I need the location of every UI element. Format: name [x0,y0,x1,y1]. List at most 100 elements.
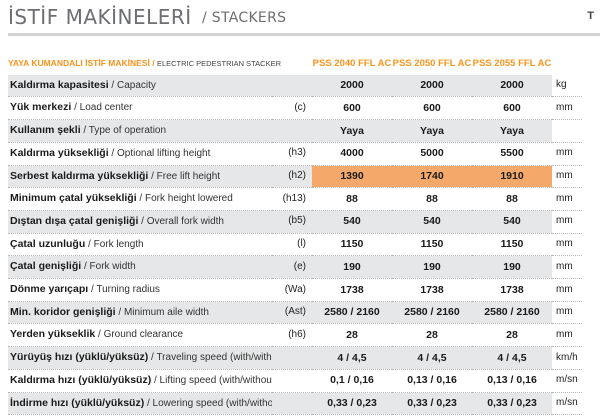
spec-value: 1738 [312,278,392,302]
spec-label-tr: Çatal uzunluğu [10,237,86,250]
spec-label: Serbest kaldırma yüksekliği / Free lift … [8,165,272,189]
spec-symbol [272,392,312,416]
spec-value: 2000 [312,74,392,98]
spec-value: 1910 [472,165,552,189]
spec-label-en-text: Type of operation [88,125,167,137]
page-subtitle-text: STACKERS [211,10,287,26]
spec-symbol [272,74,312,98]
spec-label-en-text: Lowering speed (with/without load) [152,397,272,409]
spec-label: Min. koridor genişliği / Minimum aile wi… [8,301,272,325]
spec-value: 0,1 / 0,16 [312,369,392,393]
spec-label: Çatal uzunluğu / Fork length [8,233,272,257]
table-row: Yürüyüş hızı (yüklü/yüksüz) / Traveling … [8,346,582,370]
spec-label-tr: Kaldırma kapasitesi [10,78,109,91]
spec-label-tr: Dıştan dışa çatal genişliği [10,214,139,227]
spec-unit: m/sn [552,369,582,393]
spec-value: 28 [392,323,472,348]
spec-label-tr: Kaldırma hızı (yüklü/yüksüz) [10,373,152,386]
spec-unit: kg [552,74,582,98]
spec-label-en: / Overall fork width [138,215,224,227]
spec-value: 1738 [472,278,552,302]
spec-label-en: / Capacity [108,79,156,91]
section-title-en: ELECTRIC PEDESTRIAN STACKER [156,59,281,68]
spec-value: 4 / 4,5 [472,346,552,370]
spec-value: 5000 [392,142,472,166]
spec-label-en-text: Overall fork width [146,215,224,227]
spec-label-tr: Min. koridor genişliği [10,305,116,318]
model-heading: PSS 2040 FFL AC [312,57,392,69]
spec-value: 5500 [472,142,552,166]
spec-label-en: / Turning radius [88,284,160,296]
page-title: İSTİF MAKİNELERİ [8,5,192,29]
spec-label: Kaldırma hızı (yüklü/yüksüz) / Lifting s… [8,369,272,393]
spec-symbol: (h2) [272,165,312,189]
spec-label: Yerden yükseklik / Ground clearance [8,323,272,348]
section-separator: / [149,58,157,68]
spec-unit: mm [552,210,582,234]
spec-value: 600 [472,96,552,121]
spec-label-en: / Minimum aile width [115,306,209,318]
spec-label-tr: Serbest kaldırma yüksekliği [10,169,149,182]
spec-label-tr: Yerden yükseklik [10,328,96,341]
spec-label: Minimum çatal yüksekliği / Fork height l… [8,187,272,211]
spec-label-en-text: Ground clearance [103,329,184,341]
spec-label-en-text: Fork length [93,238,144,250]
spec-value: 190 [392,255,472,280]
table-row: Çatal genişliği / Fork width (e) 190 190 190… [8,255,582,280]
spec-label-tr: Yük merkezi [10,101,72,114]
spec-label: Kaldırma yüksekliği / Optional lifting h… [8,142,272,166]
spec-value: 540 [472,210,552,234]
spec-value: 4000 [312,142,392,166]
spec-unit: mm [552,278,582,302]
spec-label-en-text: Traveling speed (with/without load) [156,352,272,364]
spec-value: 600 [392,96,472,121]
spec-value: 0,33 / 0,23 [392,392,472,416]
spec-label: Çatal genişliği / Fork width [8,255,272,280]
spec-label-en-text: Free lift height [156,170,221,182]
spec-value: 28 [312,323,392,348]
table-header-row: YAYA KUMANDALI İSTİF MAKİNESİ / ELECTRIC… [8,53,582,75]
spec-unit: mm [552,142,582,166]
spec-label-tr: İndirme hızı (yüklü/yüksüz) [10,396,145,409]
spec-unit: km/h [552,346,582,370]
spec-label-en-text: Load center [79,102,133,114]
table-row: Yerden yükseklik / Ground clearance (h6) 2… [8,323,582,348]
spec-label-en-text: Capacity [116,79,156,91]
spec-label: Dıştan dışa çatal genişliği / Overall fo… [8,210,272,234]
table-row: Minimum çatal yüksekliği / Fork height l… [8,187,582,211]
spec-value: 1150 [392,233,472,257]
spec-value: 2000 [392,74,472,98]
spec-symbol [272,346,312,370]
table-row: Min. koridor genişliği / Minimum aile wi… [8,301,582,325]
spec-label: Kaldırma kapasitesi / Capacity [8,74,272,98]
spec-label-tr: Çatal genişliği [10,260,82,273]
spec-value: Yaya [392,119,472,143]
spec-value: 1738 [392,278,472,302]
model-heading: PSS 2055 FFL AC [472,57,552,69]
spec-label-en-text: Optional lifting height [116,147,211,159]
spec-value: 1740 [392,165,472,189]
spec-label-tr: Yürüyüş hızı (yüklü/yüksüz) [10,351,149,364]
spec-label: Kullanım şekli / Type of operation [8,119,272,143]
spec-unit: mm [552,323,582,348]
spec-value: 2580 / 2160 [472,301,552,325]
spec-label: Dönme yarıçapı / Turning radius [8,278,272,302]
spec-label-tr: Kullanım şekli [10,124,81,137]
table-row: Kullanım şekli / Type of operation Yaya Ya… [8,119,582,143]
spec-label-tr: Minimum çatal yüksekliği [10,192,137,205]
spec-label-en-text: Minimum aile width [123,306,209,318]
title-separator: / [202,10,208,26]
spec-symbol: (e) [272,255,312,280]
page-subtitle: / STACKERS [202,10,286,26]
spec-value: 2580 / 2160 [392,301,472,325]
spec-value: 0,33 / 0,23 [312,392,392,416]
spec-symbol: (c) [272,96,312,121]
spec-value: 2000 [472,74,552,98]
spec-symbol: (l) [272,233,312,257]
spec-table: YAYA KUMANDALI İSTİF MAKİNESİ / ELECTRIC… [8,53,582,416]
spec-unit: mm [552,301,582,325]
spec-label-en-text: Fork width [89,261,136,273]
spec-unit: mm [552,165,582,189]
spec-label-en: / Free lift height [148,170,221,182]
spec-value: 4 / 4,5 [312,346,392,370]
